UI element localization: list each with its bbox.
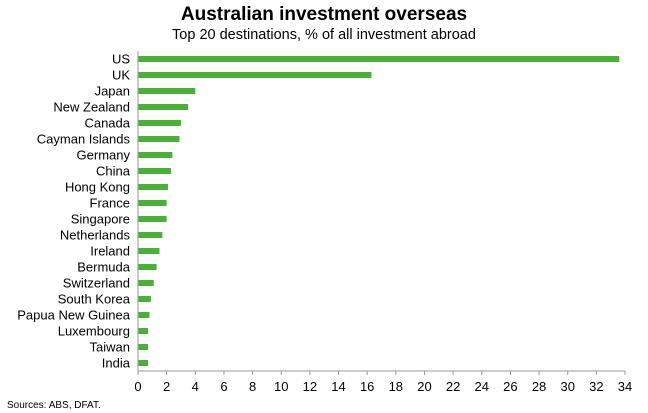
bar-south-korea <box>138 296 151 302</box>
bars-group <box>138 56 620 366</box>
category-label: Taiwan <box>90 340 130 355</box>
bar-bermuda <box>138 264 157 270</box>
bar-taiwan <box>138 344 149 350</box>
x-tick-label: 22 <box>446 379 460 394</box>
bar-papua-new-guinea <box>138 312 150 318</box>
bar-cayman-islands <box>138 136 180 142</box>
x-tick-label: 12 <box>303 379 317 394</box>
bar-china <box>138 168 171 174</box>
bar-singapore <box>138 216 167 222</box>
x-tick-label: 32 <box>589 379 603 394</box>
bar-netherlands <box>138 232 163 238</box>
bar-germany <box>138 152 173 158</box>
chart-title: Australian investment overseas <box>180 4 468 25</box>
source-note: Sources: ABS, DFAT. <box>7 400 101 411</box>
bar-india <box>138 360 149 366</box>
x-tick-label: 24 <box>475 379 489 394</box>
category-label: India <box>102 356 131 371</box>
category-label: US <box>112 52 130 67</box>
bar-hong-kong <box>138 184 169 190</box>
category-label: Cayman Islands <box>37 132 131 147</box>
bar-new-zealand <box>138 104 189 110</box>
category-label: Switzerland <box>63 276 130 291</box>
x-tick-labels-group: 0 2 4 6 8 10 12 14 16 18 20 22 24 26 28 30 32 34 <box>134 379 632 394</box>
category-label: South Korea <box>58 292 131 307</box>
x-tick-label: 14 <box>331 379 345 394</box>
x-tick-label: 4 <box>192 379 199 394</box>
x-tick-label: 18 <box>389 379 403 394</box>
bar-ireland <box>138 248 160 254</box>
category-label: France <box>90 196 130 211</box>
bar-japan <box>138 88 196 94</box>
bar-uk <box>138 72 372 78</box>
category-label: Singapore <box>71 212 130 227</box>
bar-switzerland <box>138 280 154 286</box>
x-tick-label: 34 <box>618 379 632 394</box>
category-label: China <box>96 164 131 179</box>
category-label: Netherlands <box>60 228 131 243</box>
category-label: Japan <box>95 84 130 99</box>
x-tick-label: 20 <box>417 379 431 394</box>
category-label: Bermuda <box>77 260 131 275</box>
bar-us <box>138 56 620 62</box>
category-label: Canada <box>84 116 130 131</box>
bar-luxembourg <box>138 328 149 334</box>
bar-france <box>138 200 167 206</box>
category-label: Luxembourg <box>58 324 130 339</box>
category-label: Papua New Guinea <box>17 308 131 323</box>
x-ticks-group <box>137 371 626 375</box>
x-tick-label: 28 <box>532 379 546 394</box>
category-label: UK <box>112 68 130 83</box>
x-tick-label: 16 <box>360 379 374 394</box>
x-tick-label: 30 <box>560 379 574 394</box>
x-tick-label: 8 <box>249 379 256 394</box>
x-tick-label: 26 <box>503 379 517 394</box>
category-label: Hong Kong <box>65 180 130 195</box>
category-label: New Zealand <box>53 100 130 115</box>
chart-subtitle: Top 20 destinations, % of all investment… <box>172 27 476 43</box>
x-tick-label: 2 <box>163 379 170 394</box>
x-tick-label: 6 <box>220 379 227 394</box>
bar-canada <box>138 120 181 126</box>
x-tick-label: 0 <box>134 379 141 394</box>
category-label: Ireland <box>90 244 130 259</box>
x-tick-label: 10 <box>274 379 288 394</box>
category-label: Germany <box>77 148 131 163</box>
